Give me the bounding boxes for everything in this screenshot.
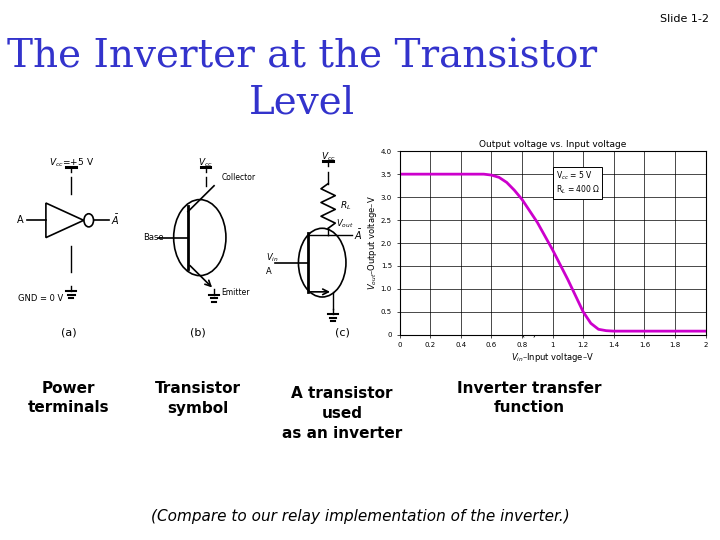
Text: $R_L$: $R_L$: [340, 200, 351, 212]
Text: A: A: [17, 215, 24, 225]
Text: $\bar{A}$: $\bar{A}$: [111, 213, 120, 227]
Text: $V_{cc}$: $V_{cc}$: [198, 157, 213, 169]
Text: GND = 0 V: GND = 0 V: [18, 294, 63, 302]
Y-axis label: $V_{out}$–Output voltage–V: $V_{out}$–Output voltage–V: [366, 195, 379, 291]
Text: Collector: Collector: [221, 173, 256, 181]
Text: Slide 1-2: Slide 1-2: [660, 14, 709, 24]
Text: A transistor
used
as an inverter: A transistor used as an inverter: [282, 386, 402, 441]
Text: V$_{cc}$ = 5 V
R$_L$ = 400 Ω: V$_{cc}$ = 5 V R$_L$ = 400 Ω: [556, 170, 600, 197]
Text: $\bar{A}$: $\bar{A}$: [354, 228, 362, 242]
X-axis label: $V_{in}$–Input voltage–V: $V_{in}$–Input voltage–V: [511, 351, 594, 364]
Title: Output voltage vs. Input voltage: Output voltage vs. Input voltage: [479, 140, 626, 149]
Text: $V_{in}$: $V_{in}$: [266, 251, 279, 264]
Text: (c): (c): [335, 327, 349, 337]
Text: Power
terminals: Power terminals: [27, 381, 109, 415]
Text: Base: Base: [143, 233, 163, 242]
Text: Inverter transfer
function: Inverter transfer function: [457, 381, 601, 415]
Text: (b): (b): [190, 327, 206, 337]
Text: The Inverter at the Transistor: The Inverter at the Transistor: [7, 38, 598, 75]
Text: Level: Level: [249, 84, 356, 121]
Text: (d): (d): [521, 327, 537, 337]
Text: Emitter: Emitter: [221, 288, 250, 298]
Text: (a): (a): [60, 327, 76, 337]
Text: $V_{cc}$: $V_{cc}$: [320, 151, 336, 164]
Text: $V_{out}$: $V_{out}$: [336, 218, 354, 230]
Text: Transistor
symbol: Transistor symbol: [155, 381, 241, 415]
Text: A: A: [266, 267, 272, 276]
Text: (Compare to our relay implementation of the inverter.): (Compare to our relay implementation of …: [150, 509, 570, 524]
Text: $V_{cc}$=+5 V: $V_{cc}$=+5 V: [48, 157, 94, 169]
